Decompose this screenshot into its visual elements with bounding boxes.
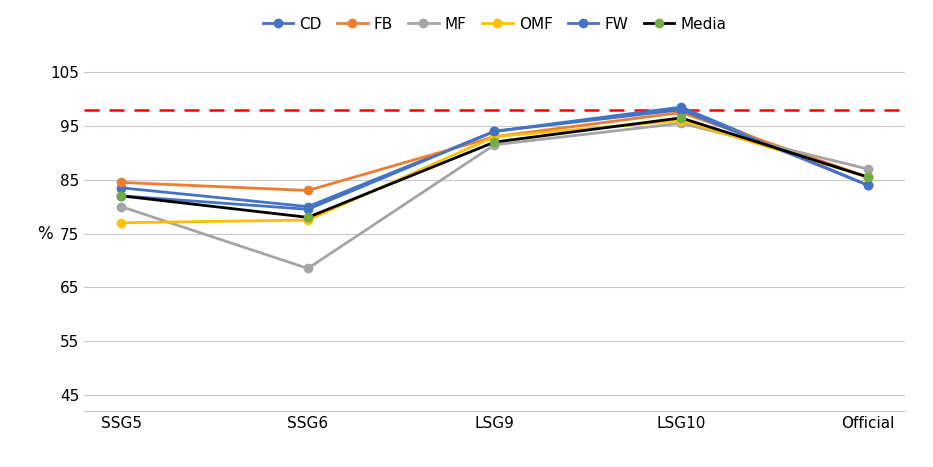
Legend: CD, FB, MF, OMF, FW, Media: CD, FB, MF, OMF, FW, Media [257,10,732,38]
Y-axis label: %: % [37,225,52,242]
